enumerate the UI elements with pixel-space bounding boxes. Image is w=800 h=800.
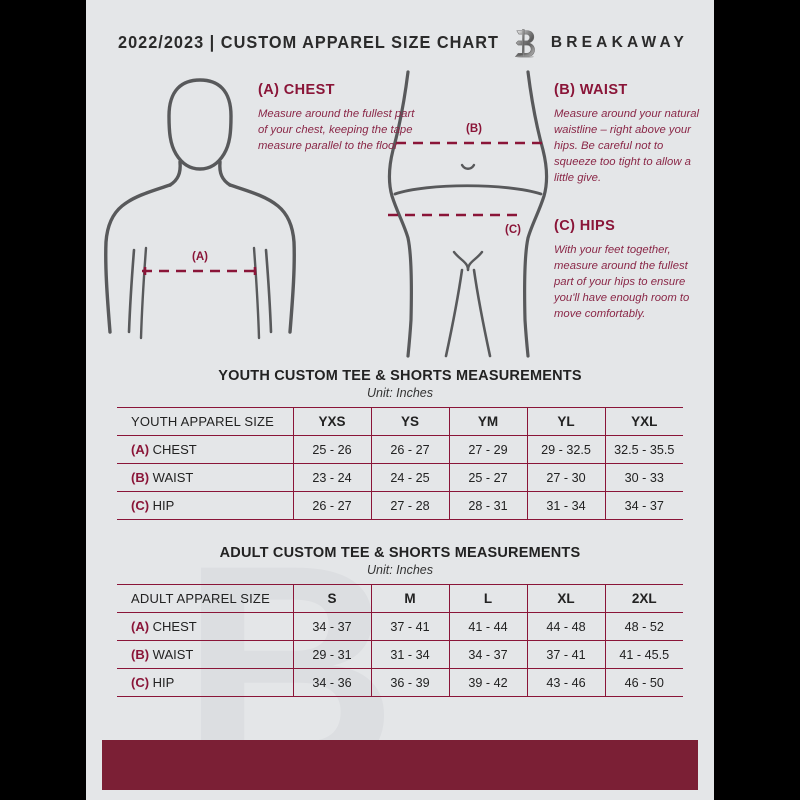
- measurement-cell: 28 - 31: [449, 491, 528, 520]
- measurement-cell: 34 - 37: [449, 640, 528, 669]
- adult-column-header: XL: [527, 584, 606, 613]
- measure-code: (C): [131, 498, 150, 513]
- chest-heading: (A) CHEST: [258, 82, 335, 98]
- table-row: (A) CHEST 25 - 26 26 - 27 27 - 29 29 - 32.5 3…: [117, 435, 683, 464]
- waist-body-text: Measure around your natural waistline – …: [554, 108, 700, 185]
- adult-table-header-row: ADULT APPAREL SIZE S M L XL 2XL: [117, 584, 683, 613]
- measurement-cell: 25 - 27: [449, 463, 528, 492]
- measurement-cell: 48 - 52: [605, 612, 683, 641]
- measurement-cell: 26 - 27: [371, 435, 450, 464]
- adult-table-unit: Unit: Inches: [366, 563, 433, 577]
- page-title: 2022/2023 | CUSTOM APPAREL SIZE CHART: [118, 32, 499, 52]
- measurement-cell: 32.5 - 35.5: [605, 435, 683, 464]
- waist-marker-label: (B): [466, 123, 482, 135]
- brand-lockup: BREAKAWAY: [511, 28, 688, 58]
- measurement-cell: 24 - 25: [371, 463, 450, 492]
- waist-description-block: (B) WAIST Measure around your natural wa…: [554, 82, 702, 186]
- measurement-cell: 37 - 41: [527, 640, 606, 669]
- measurement-cell: 26 - 27: [293, 491, 372, 520]
- adult-table-title: ADULT CUSTOM TEE & SHORTS MEASUREMENTS: [219, 545, 581, 561]
- hips-heading: (C) HIPS: [554, 218, 616, 234]
- youth-column-header: YL: [527, 407, 606, 436]
- measurement-cell: 34 - 37: [293, 612, 372, 641]
- youth-column-header: YXS: [293, 407, 372, 436]
- size-chart-page: B 2022/2023 | CUSTOM APPAREL SIZE CHART …: [86, 0, 714, 800]
- waist-heading: (B) WAIST: [554, 82, 628, 98]
- measurement-cell: 34 - 37: [605, 491, 683, 520]
- youth-row-label: (C) HIP: [117, 491, 294, 520]
- table-row: (C) HIP 34 - 36 36 - 39 39 - 42 43 - 46 46 - …: [117, 668, 683, 697]
- youth-column-header: YXL: [605, 407, 683, 436]
- adult-column-header: S: [293, 584, 372, 613]
- measurement-cell: 41 - 45.5: [605, 640, 683, 669]
- table-row: (B) WAIST 23 - 24 24 - 25 25 - 27 27 - 30 30 …: [117, 463, 683, 492]
- lower-body-figure: (B) (C): [387, 70, 549, 358]
- measurement-cell: 39 - 42: [449, 668, 528, 697]
- table-row: (B) WAIST 29 - 31 31 - 34 34 - 37 37 - 41 41 …: [117, 640, 683, 669]
- youth-size-table: YOUTH APPAREL SIZE YXS YS YM YL YXL (A) CHEST 2…: [117, 407, 683, 520]
- table-row: (C) HIP 26 - 27 27 - 28 28 - 31 31 - 34 34 - …: [117, 491, 683, 520]
- measurement-cell: 29 - 31: [293, 640, 372, 669]
- youth-size-column-header: YOUTH APPAREL SIZE: [117, 407, 294, 436]
- measurement-cell: 27 - 29: [449, 435, 528, 464]
- measurement-cell: 30 - 33: [605, 463, 683, 492]
- measurement-cell: 34 - 36: [293, 668, 372, 697]
- measurement-cell: 46 - 50: [605, 668, 683, 697]
- measurement-cell: 27 - 28: [371, 491, 450, 520]
- youth-size-table-block: YOUTH CUSTOM TEE & SHORTS MEASUREMENTS U…: [86, 368, 714, 520]
- figure-illustrations: (A) (B) (C): [86, 70, 714, 370]
- youth-row-label: (A) CHEST: [117, 435, 294, 464]
- measurement-cell: 36 - 39: [371, 668, 450, 697]
- hips-description-block: (C) HIPS With your feet together, measur…: [554, 218, 706, 322]
- hips-body-text: With your feet together, measure around …: [554, 244, 690, 321]
- measure-code: (B): [131, 647, 150, 662]
- measure-code: (A): [131, 619, 150, 634]
- adult-column-header: L: [449, 584, 528, 613]
- adult-column-header: M: [371, 584, 450, 613]
- chest-body-text: Measure around the fullest part of your …: [258, 108, 415, 153]
- youth-column-header: YM: [449, 407, 528, 436]
- footer-bar: [102, 740, 698, 790]
- measure-code: (C): [131, 675, 150, 690]
- hips-marker-label: (C): [505, 224, 521, 236]
- youth-column-header: YS: [371, 407, 450, 436]
- measurement-cell: 41 - 44: [449, 612, 528, 641]
- measurement-cell: 27 - 30: [527, 463, 606, 492]
- page-header: 2022/2023 | CUSTOM APPAREL SIZE CHART BR…: [86, 28, 714, 62]
- adult-size-table-block: ADULT CUSTOM TEE & SHORTS MEASUREMENTS U…: [86, 545, 714, 697]
- youth-table-title: YOUTH CUSTOM TEE & SHORTS MEASUREMENTS: [218, 368, 582, 384]
- measurement-cell: 31 - 34: [371, 640, 450, 669]
- measure-code: (B): [131, 470, 150, 485]
- chest-description-block: (A) CHEST Measure around the fullest par…: [258, 82, 418, 154]
- measurement-cell: 44 - 48: [527, 612, 606, 641]
- adult-row-label: (C) HIP: [117, 668, 294, 697]
- measurement-cell: 29 - 32.5: [527, 435, 606, 464]
- adult-row-label: (A) CHEST: [117, 612, 294, 641]
- chest-marker-label: (A): [192, 251, 208, 263]
- youth-table-header-row: YOUTH APPAREL SIZE YXS YS YM YL YXL: [117, 407, 683, 436]
- youth-table-unit: Unit: Inches: [366, 386, 433, 400]
- measurement-cell: 37 - 41: [371, 612, 450, 641]
- measurement-cell: 31 - 34: [527, 491, 606, 520]
- adult-row-label: (B) WAIST: [117, 640, 294, 669]
- adult-size-table: ADULT APPAREL SIZE S M L XL 2XL (A) CHEST 34 - …: [117, 584, 683, 697]
- measurement-cell: 23 - 24: [293, 463, 372, 492]
- measure-code: (A): [131, 442, 150, 457]
- adult-column-header: 2XL: [605, 584, 683, 613]
- upper-body-figure: (A): [104, 78, 296, 340]
- measurement-cell: 43 - 46: [527, 668, 606, 697]
- breakaway-b-logo-icon: [514, 29, 535, 58]
- brand-name: BREAKAWAY: [550, 34, 688, 51]
- table-row: (A) CHEST 34 - 37 37 - 41 41 - 44 44 - 48 48 …: [117, 612, 683, 641]
- adult-size-column-header: ADULT APPAREL SIZE: [117, 584, 294, 613]
- measurement-cell: 25 - 26: [293, 435, 372, 464]
- youth-row-label: (B) WAIST: [117, 463, 294, 492]
